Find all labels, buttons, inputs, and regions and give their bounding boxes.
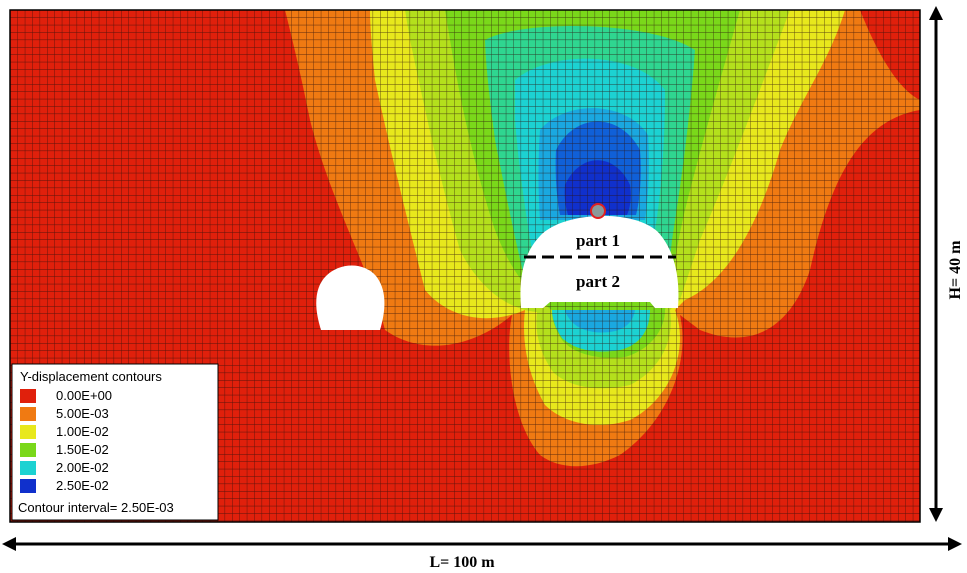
legend-swatch-2 (20, 425, 36, 439)
legend-label-5: 2.50E-02 (56, 478, 109, 493)
legend-swatch-4 (20, 461, 36, 475)
width-label: L= 100 m (429, 554, 495, 571)
legend-label-0: 0.00E+00 (56, 388, 112, 403)
height-dimension-arrow (929, 6, 943, 522)
legend-swatch-3 (20, 443, 36, 457)
height-label: H= 40 m (947, 240, 964, 300)
legend-contour-interval: Contour interval= 2.50E-03 (18, 500, 174, 515)
part1-label: part 1 (576, 231, 620, 250)
legend: Y-displacement contours 0.00E+00 5.00E-0… (11, 363, 219, 521)
legend-label-2: 1.00E-02 (56, 424, 109, 439)
model-boundary (9, 9, 921, 523)
right-tunnel-excavation (520, 215, 679, 308)
legend-title: Y-displacement contours (20, 369, 162, 384)
legend-swatch-1 (20, 407, 36, 421)
contour-domain (10, 10, 920, 522)
left-tunnel-excavation (316, 265, 385, 330)
legend-label-1: 5.00E-03 (56, 406, 109, 421)
width-dimension-arrow (2, 537, 962, 551)
legend-label-4: 2.00E-02 (56, 460, 109, 475)
part2-label: part 2 (576, 272, 620, 291)
legend-label-3: 1.50E-02 (56, 442, 109, 457)
legend-box (11, 363, 219, 521)
legend-swatch-0 (20, 389, 36, 403)
monitoring-point-marker (590, 203, 606, 219)
legend-swatch-5 (20, 479, 36, 493)
